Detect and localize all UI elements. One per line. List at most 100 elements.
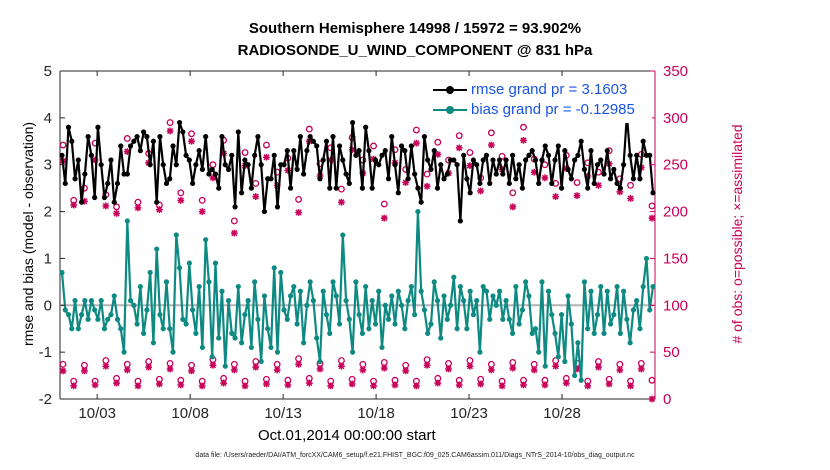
rmse-point [438,162,444,168]
obs-assimilated-marker [338,198,345,206]
obs-possible-marker [380,200,388,208]
obs-assimilated-marker [177,196,185,204]
y-axis-label-right: # of obs: o=possible; ×=assimilated [729,124,745,344]
bias-point [144,307,150,313]
rmse-point [395,190,401,196]
rmse-point [464,176,470,182]
rmse-point [203,134,209,140]
rmse-point [506,180,512,187]
bias-point [454,326,460,332]
rmse-point [392,162,398,168]
bias-point [447,302,454,308]
rmse-point [85,134,91,140]
rmse-point [353,152,359,158]
bias-point [627,340,633,346]
obs-possible-marker [252,180,260,187]
obs-assimilated-marker [434,151,442,158]
bias-point [317,358,323,365]
bias-point [252,279,258,285]
obs-possible-marker [370,142,378,150]
obs-assimilated-marker [284,166,292,174]
bias-point [526,293,532,299]
rmse-point [245,162,251,168]
bias-point [398,302,405,308]
rmse-point [297,134,303,140]
obs-possible-marker [59,141,67,149]
rmse-point [190,180,196,187]
rmse-point [82,171,88,177]
rmse-point [412,171,418,177]
y-axis-label-left: rmse and bias (model - observation) [20,121,36,346]
rmse-point [558,185,565,191]
rmse-point [69,138,75,144]
rmse-point [385,176,392,182]
bias-point [108,312,114,318]
rmse-point [287,185,294,191]
bias-point [196,283,202,290]
rmse-point [258,162,264,168]
obs-assimilated-marker [413,139,420,147]
rmse-point [333,185,339,191]
rmse-point [552,157,558,163]
rmse-point [529,148,535,154]
bias-point [333,293,339,299]
axes-box [59,70,656,400]
bias-point [607,321,614,327]
rmse-point [105,180,111,187]
rmse-point [75,157,81,163]
bias-point [490,293,496,299]
rmse-point [209,166,215,172]
obs-assimilated-low-marker [584,382,592,390]
bias-point [78,312,85,318]
rmse-point [271,152,277,158]
bias-point [350,349,356,355]
obs-assimilated-marker [155,206,163,214]
bias-point [421,307,428,313]
rmse-point [637,176,643,182]
rmse-point [470,157,477,163]
rmse-point [532,157,539,163]
bias-point [562,358,568,365]
obs-assimilated-low-marker [627,382,634,390]
rmse-point [621,162,627,168]
rmse-point [451,157,457,163]
rmse-point [281,162,287,168]
bias-point [183,321,189,327]
bias-point [258,358,264,365]
bias-point [356,312,362,318]
rmse-point [372,157,379,163]
obs-assimilated-marker [113,210,120,217]
bias-point [219,288,225,294]
bias-point [209,354,215,360]
obs-assimilated-low-marker [230,366,238,374]
rmse-point [229,152,235,158]
rmse-point [356,148,362,154]
rmse-point [72,176,78,182]
bias-point [72,298,78,304]
bias-point [483,288,490,294]
y-tick-label-left: -1 [39,344,52,361]
rmse-point [284,148,290,154]
bias-point [245,298,251,304]
obs-possible-marker [113,203,120,211]
rmse-point [141,129,147,135]
rmse-point [176,119,183,126]
legend-entry-bias: bias grand pr = -0.12985 [431,100,651,120]
bias-point [114,316,121,322]
rmse-point [542,143,548,149]
bias-point [438,335,444,341]
obs-assimilated-marker [466,162,474,170]
obs-assimilated-low-marker [91,381,99,389]
bias-point [65,312,72,318]
bias-point [588,288,594,294]
bias-point [222,363,228,369]
bias-point [650,283,656,290]
obs-assimilated-low-marker [209,361,217,369]
x-tick-label: 10/08 [171,405,209,422]
rmse-point [199,166,206,172]
bias-point [330,279,336,285]
obs-assimilated-low-marker [423,361,431,369]
bias-point [425,330,431,336]
